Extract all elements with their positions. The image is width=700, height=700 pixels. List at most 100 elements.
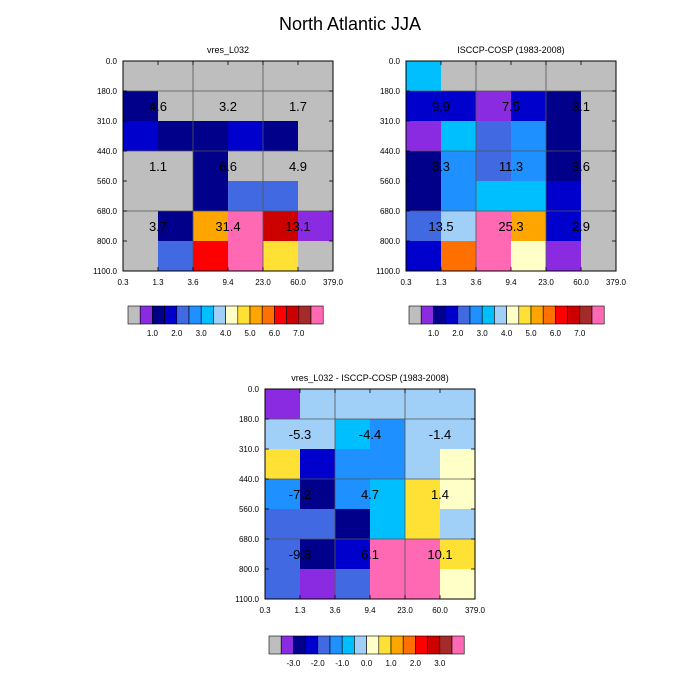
heatmap-cell [298, 211, 334, 242]
colorbar-box [427, 635, 441, 655]
heatmap-cell [546, 211, 582, 242]
heatmap-cell [440, 509, 476, 540]
heatmap-cell [370, 539, 406, 570]
panel-isccp-cosp: ISCCP-COSP (1983-2008) 0.3 1.3 3.6 9.4 23.0 60… [376, 45, 626, 338]
heatmap-cell [228, 91, 264, 122]
heatmap-cell [511, 61, 547, 92]
cell-value-label: -9.8 [289, 547, 311, 562]
y-tick-label: 560.0 [380, 177, 401, 186]
heatmap-cell [228, 61, 264, 92]
heatmap-cell [158, 151, 194, 182]
colorbar-box [591, 305, 605, 325]
y-tick-label: 0.0 [389, 57, 401, 66]
colorbar-box [481, 305, 495, 325]
cell-value-label: 4.7 [361, 487, 379, 502]
heatmap-cell [546, 121, 582, 152]
heatmap-cell [300, 449, 336, 480]
colorbar-box [451, 635, 465, 655]
heatmap-cell [228, 151, 264, 182]
y-tick-label: 800.0 [380, 237, 401, 246]
y-tick-label: 0.0 [248, 385, 260, 394]
colorbar-box [305, 635, 319, 655]
heatmap-cell [370, 449, 406, 480]
heatmap-cell [265, 449, 301, 480]
colorbar-label: 4.0 [501, 329, 513, 338]
x-tick-label: 3.6 [470, 278, 482, 287]
colorbar-box [280, 635, 294, 655]
heatmap-cell [263, 181, 299, 212]
x-tick-label: 9.4 [364, 606, 376, 615]
colorbar-label: 5.0 [525, 329, 537, 338]
y-tick-label: 310.0 [97, 117, 118, 126]
cell-value-label: -1.4 [429, 427, 451, 442]
y-tick-label: 180.0 [97, 87, 118, 96]
colorbar-box [249, 305, 263, 325]
colorbar-label: 7.0 [574, 329, 586, 338]
colorbar-box [354, 635, 367, 655]
heatmap-cell [406, 181, 442, 212]
heatmap-cell [193, 61, 229, 92]
colorbar-box [457, 305, 471, 325]
y-tick-label: 680.0 [239, 535, 260, 544]
y-tick-label: 680.0 [380, 207, 401, 216]
heatmap-cell [440, 569, 476, 600]
colorbar-box [567, 305, 581, 325]
heatmap-cell [335, 539, 371, 570]
x-tick-label: 60.0 [432, 606, 448, 615]
cell-value-label: 31.4 [215, 219, 240, 234]
colorbar-box [469, 305, 483, 325]
cell-value-label: 9.9 [432, 99, 450, 114]
heatmap-cell [298, 151, 334, 182]
x-tick-label: 23.0 [255, 278, 271, 287]
heatmap-cell [441, 211, 477, 242]
x-tick-label: 3.6 [187, 278, 199, 287]
heatmap-cell [581, 121, 617, 152]
cell-value-label: 1.1 [149, 159, 167, 174]
y-tick-label: 180.0 [239, 415, 260, 424]
heatmap-cell [300, 539, 336, 570]
heatmap-cell [123, 151, 159, 182]
heatmap-cell [263, 211, 299, 242]
heatmap-cell [546, 151, 582, 182]
cell-value-label: 8.3 [432, 159, 450, 174]
heatmap-cell [476, 181, 512, 212]
cell-value-label: 3.7 [149, 219, 167, 234]
heatmap-cell [335, 479, 371, 510]
heatmap-cell [300, 479, 336, 510]
heatmap-cell [440, 449, 476, 480]
heatmap-cell [335, 389, 371, 420]
heatmap-cell [228, 241, 264, 272]
y-tick-label: 310.0 [239, 445, 260, 454]
colorbar-box [298, 305, 312, 325]
heatmap-cell [300, 569, 336, 600]
colorbar-label: 2.0 [452, 329, 464, 338]
cell-value-label: 13.5 [428, 219, 453, 234]
heatmap-cell [158, 121, 194, 152]
cell-value-label: 10.1 [427, 547, 452, 562]
heatmap-cell [193, 211, 229, 242]
colorbar-box [542, 305, 556, 325]
heatmap-cell [193, 241, 229, 272]
colorbar-box [518, 305, 532, 325]
y-tick-label: 560.0 [97, 177, 118, 186]
heatmap-cell [123, 61, 159, 92]
heatmap-cell [581, 181, 617, 212]
colorbar-box [366, 635, 380, 655]
x-tick-label: 0.3 [117, 278, 129, 287]
colorbar-label: 6.0 [269, 329, 281, 338]
panel-title: ISCCP-COSP (1983-2008) [457, 45, 564, 55]
cell-value-label: 7.5 [502, 99, 520, 114]
colorbar-label: 1.0 [147, 329, 159, 338]
colorbar-box [579, 305, 593, 325]
heatmap-cell [405, 449, 441, 480]
heatmap-cell [298, 121, 334, 152]
heatmap-cell [405, 569, 441, 600]
cell-value-label: 4.9 [289, 159, 307, 174]
colorbar-box [420, 305, 434, 325]
heatmap-cell [546, 91, 582, 122]
heatmap-cell [476, 91, 512, 122]
heatmap-cell [370, 509, 406, 540]
heatmap-cell [370, 479, 406, 510]
colorbar-box [390, 635, 404, 655]
heatmap-cell [581, 61, 617, 92]
